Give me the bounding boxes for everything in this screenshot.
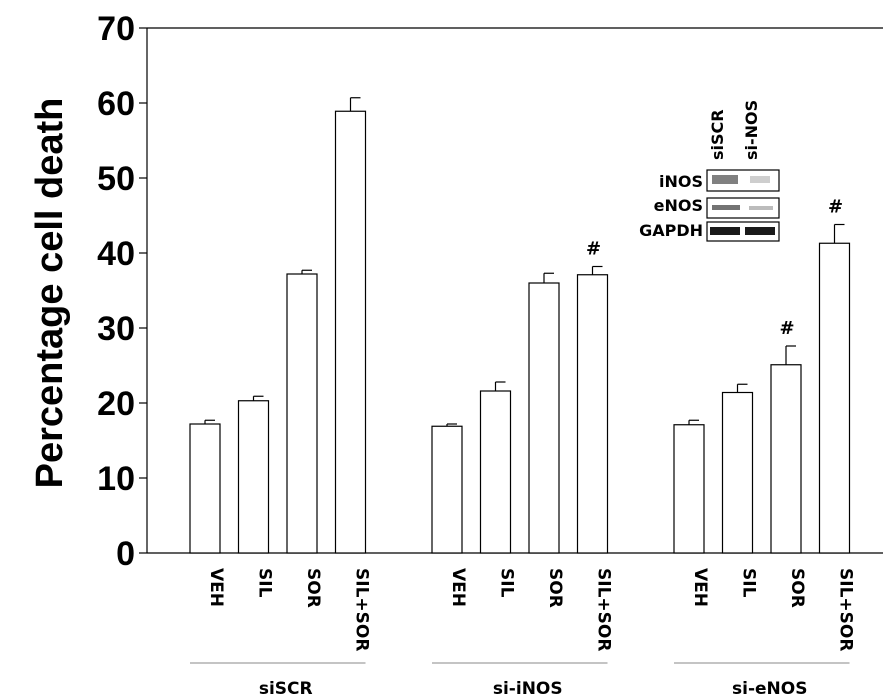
bar xyxy=(334,110,367,554)
x-axis-tick-labels: VEH SIL SOR SIL+SOR VEH SIL SOR SIL+SOR VEH SIL SO… xyxy=(206,568,856,651)
blot-band-inos-sinos xyxy=(750,176,770,183)
blot-panel-enos xyxy=(706,197,780,219)
blot-row-label-enos: eNOS xyxy=(654,196,703,215)
group-label: si-iNOS xyxy=(493,679,563,698)
y-tick-label: 70 xyxy=(97,10,135,48)
x-tick-label: SOR xyxy=(303,568,323,608)
y-tick-label: 10 xyxy=(97,460,135,498)
x-tick-label: SIL xyxy=(739,568,759,598)
group-label: siSCR xyxy=(259,679,313,698)
group-labels: siSCR si-iNOS si-eNOS xyxy=(190,662,850,698)
x-tick-label: SIL+SOR xyxy=(352,568,372,651)
significance-marker: # xyxy=(779,318,794,339)
plot-frame xyxy=(146,27,883,554)
x-tick-label: VEH xyxy=(690,568,710,607)
y-axis-ticks: 0 10 20 30 40 50 60 70 xyxy=(97,10,147,573)
x-tick-label: SIL+SOR xyxy=(594,568,614,651)
x-tick-label: SOR xyxy=(545,568,565,608)
bar xyxy=(576,274,609,554)
blot-band-inos-siscr xyxy=(712,175,738,184)
y-tick-label: 30 xyxy=(97,310,135,348)
y-axis-label: Percentage cell death xyxy=(29,98,71,489)
bar xyxy=(721,391,754,554)
y-tick-label: 20 xyxy=(97,385,135,423)
x-tick-label: SOR xyxy=(787,568,807,608)
bar xyxy=(479,390,512,554)
blot-band-enos-siscr xyxy=(712,205,740,210)
blot-band-gapdh-siscr xyxy=(710,227,740,235)
bar xyxy=(431,425,463,554)
x-tick-label: VEH xyxy=(206,568,226,607)
bar xyxy=(770,364,802,554)
x-tick-label: SIL+SOR xyxy=(836,568,856,651)
bar xyxy=(189,423,221,554)
bar xyxy=(286,273,318,554)
blot-row-label-inos: iNOS xyxy=(659,172,703,191)
bars-layer: # # # xyxy=(189,97,851,554)
bar xyxy=(528,282,560,554)
y-tick-label: 40 xyxy=(97,235,135,273)
y-tick-label: 0 xyxy=(116,535,135,573)
bar xyxy=(673,424,705,554)
x-tick-label: SIL xyxy=(497,568,517,598)
inset-western-blot: siSCR si-NOS iNOS eNOS GAPDH xyxy=(639,100,780,242)
blot-lane-label-sinos: si-NOS xyxy=(742,100,761,160)
y-tick-label: 50 xyxy=(97,160,135,198)
bar xyxy=(818,242,851,554)
significance-marker: # xyxy=(828,197,843,218)
blot-band-gapdh-sinos xyxy=(745,227,775,235)
blot-lane-label-siscr: siSCR xyxy=(708,109,727,160)
bar xyxy=(237,400,270,554)
y-tick-label: 60 xyxy=(97,85,135,123)
significance-marker: # xyxy=(586,239,601,260)
x-tick-label: SIL xyxy=(255,568,275,598)
group-label: si-eNOS xyxy=(732,679,807,698)
blot-row-label-gapdh: GAPDH xyxy=(639,221,703,240)
blot-panel-gapdh xyxy=(706,221,780,242)
blot-band-enos-sinos xyxy=(749,206,773,210)
x-tick-label: VEH xyxy=(448,568,468,607)
